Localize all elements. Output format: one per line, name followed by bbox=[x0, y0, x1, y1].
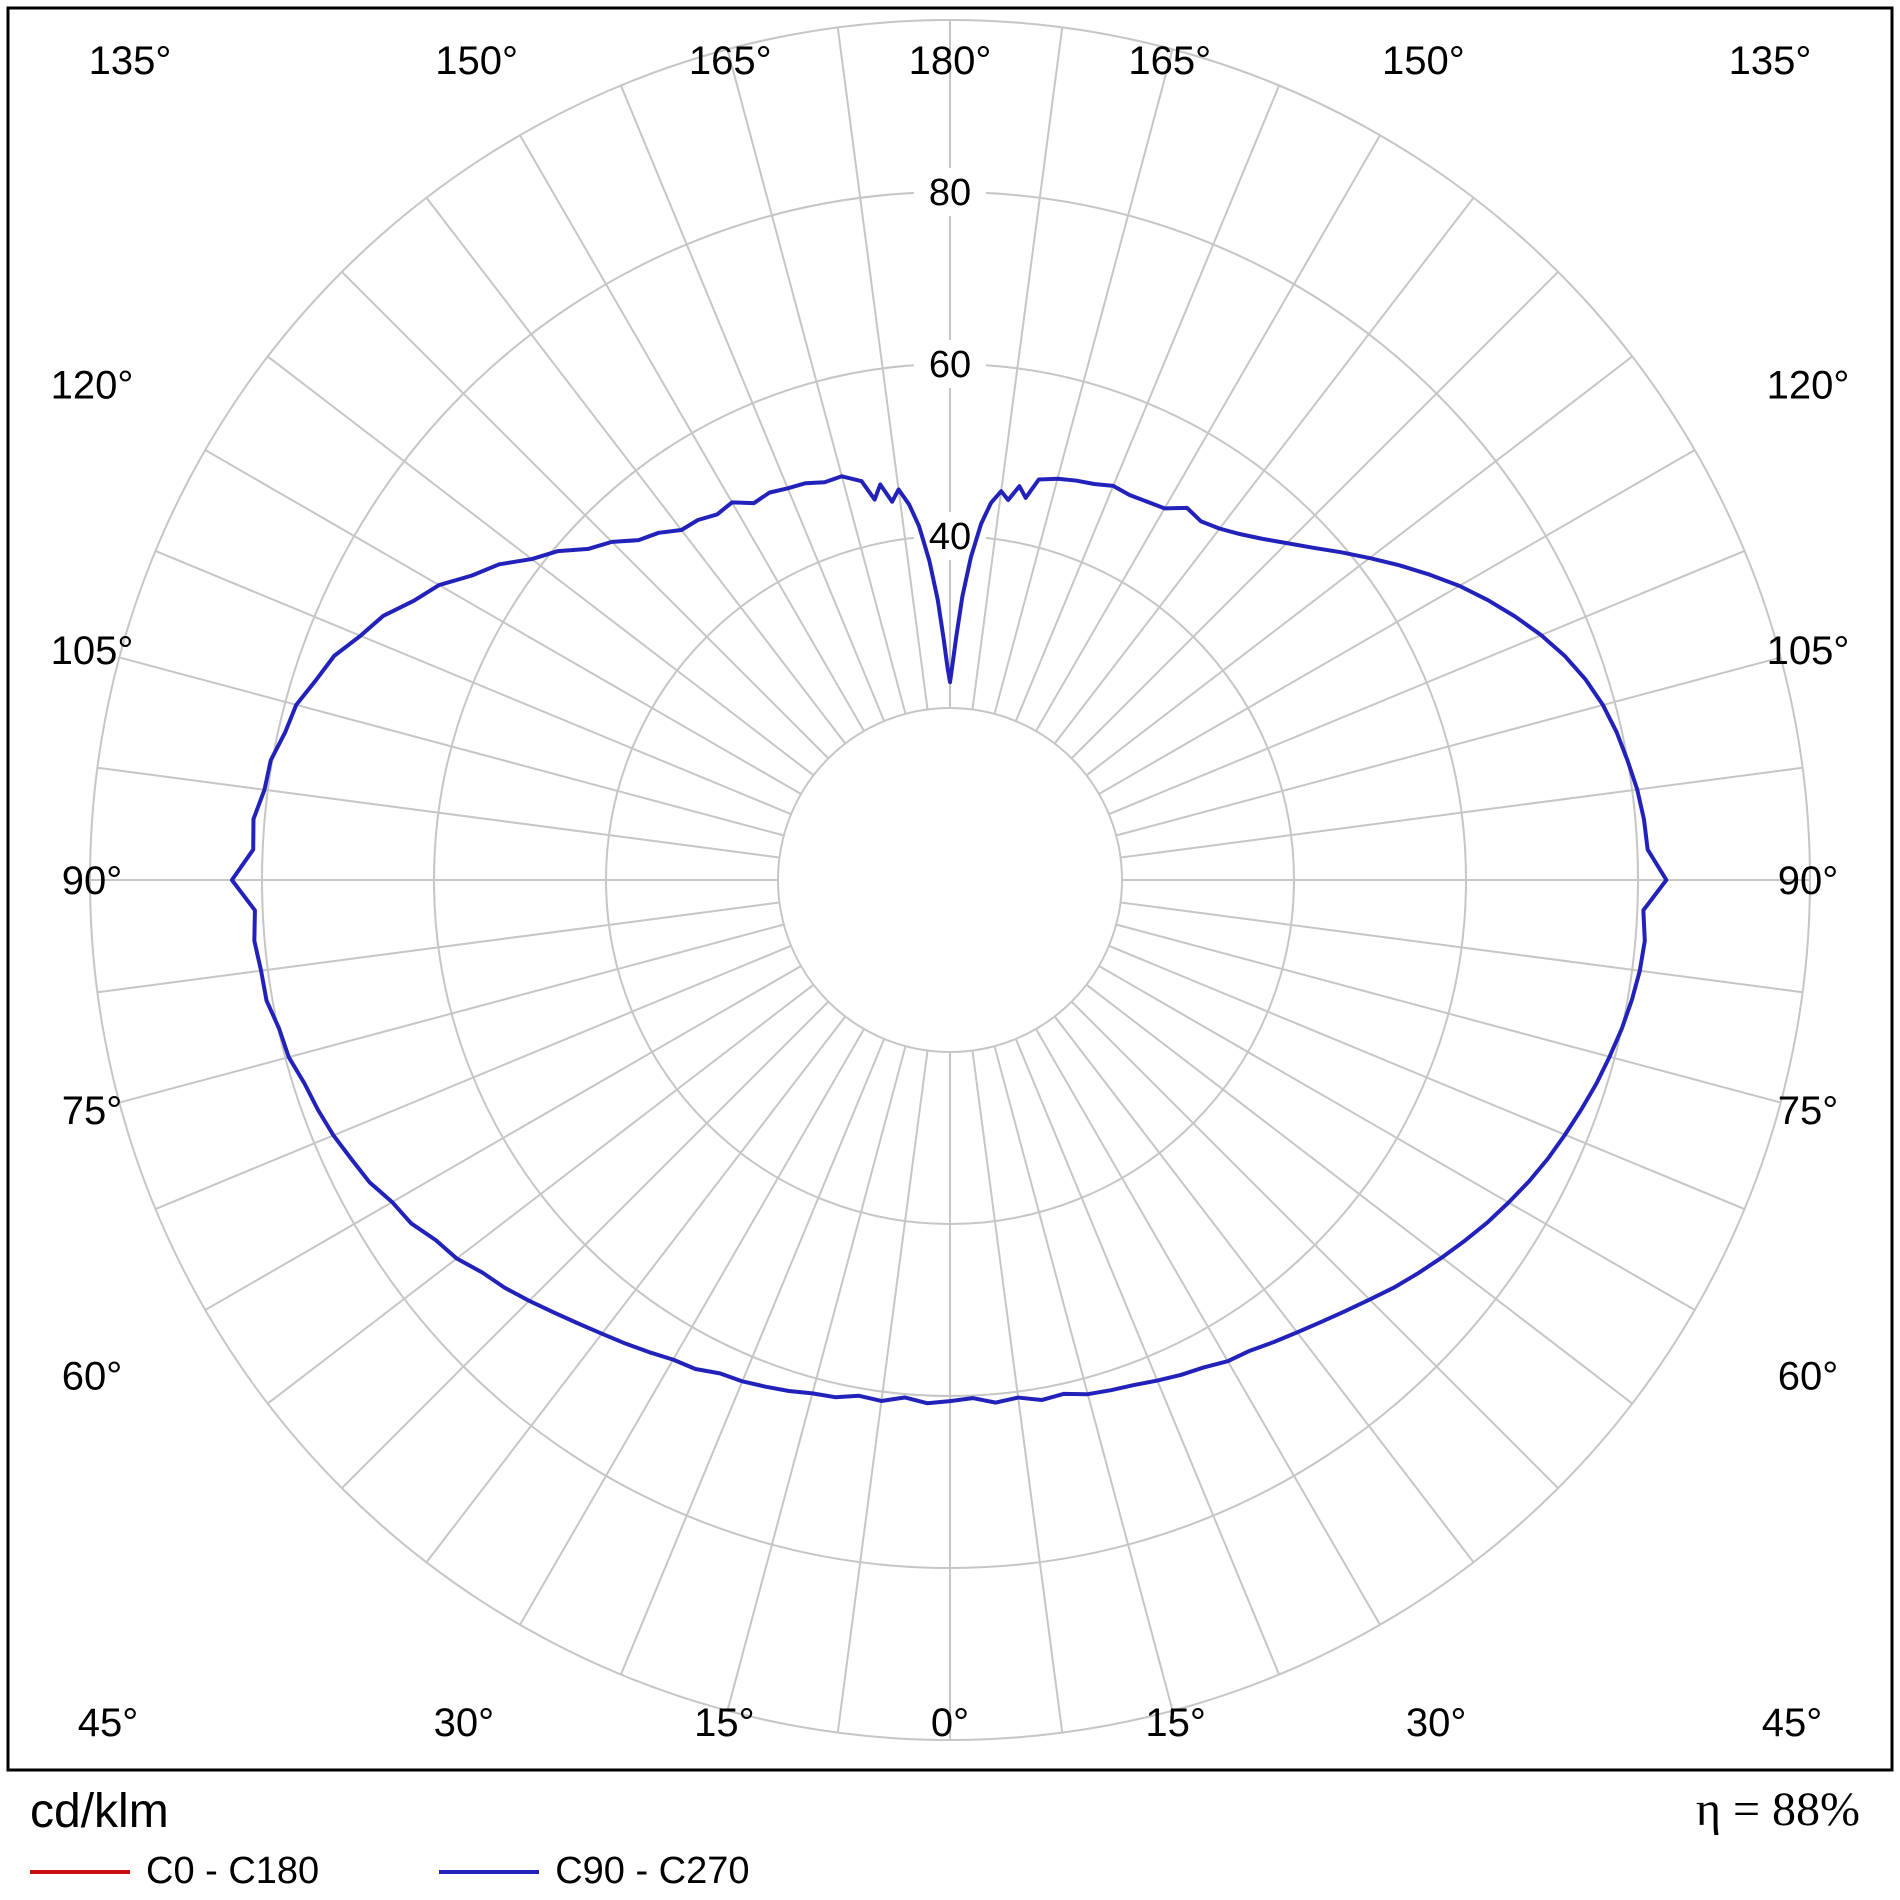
angle-label: 135° bbox=[1729, 39, 1812, 83]
angle-label: 75° bbox=[1778, 1089, 1839, 1133]
angle-label: 120° bbox=[51, 364, 134, 408]
radial-tick-backing bbox=[914, 340, 986, 388]
angle-label: 45° bbox=[1762, 1701, 1823, 1745]
efficiency-value: η = 88% bbox=[1695, 1783, 1860, 1836]
legend-label-c90-c270: C90 - C270 bbox=[555, 1850, 750, 1892]
legend-label-c0-c180: C0 - C180 bbox=[146, 1850, 320, 1892]
footer: cd/klm η = 88% C0 - C180 C90 - C270 bbox=[0, 1778, 1900, 1900]
angle-label: 30° bbox=[1406, 1701, 1467, 1745]
angle-labels: 0° 15° 15° 30° 30° 45° 45° 60° 60° 75° 75° 90° 90° 10… bbox=[51, 39, 1850, 1745]
angle-label: 150° bbox=[435, 39, 518, 83]
unit-label: cd/klm bbox=[30, 1785, 169, 1838]
angle-label: 15° bbox=[1145, 1701, 1206, 1745]
angle-label: 45° bbox=[78, 1701, 139, 1745]
radial-tick-labels: 40 60 80 bbox=[914, 168, 986, 560]
polar-chart: 0° 15° 15° 30° 30° 45° 45° 60° 60° 75° 75° 90° 90° 10… bbox=[6, 6, 1894, 1772]
angle-label: 0° bbox=[931, 1701, 969, 1745]
angle-label: 90° bbox=[1778, 859, 1839, 903]
radial-tick-label: 80 bbox=[929, 172, 971, 214]
angle-label: 30° bbox=[434, 1701, 495, 1745]
grid-ring bbox=[777, 707, 1123, 1053]
legend-swatch-c90-c270 bbox=[439, 1869, 540, 1874]
radial-tick-label: 40 bbox=[929, 516, 971, 558]
angle-label: 75° bbox=[62, 1089, 123, 1133]
angle-label: 60° bbox=[62, 1354, 123, 1398]
grid-ring bbox=[89, 19, 1811, 1741]
angle-label: 180° bbox=[909, 39, 992, 83]
angle-label: 90° bbox=[62, 859, 123, 903]
angle-label: 105° bbox=[1767, 629, 1850, 673]
angle-label: 135° bbox=[89, 39, 172, 83]
legend-swatch-c0-c180 bbox=[30, 1869, 130, 1874]
radial-tick-backing bbox=[914, 168, 986, 216]
angle-label: 60° bbox=[1778, 1354, 1839, 1398]
legend: C0 - C180 C90 - C270 bbox=[30, 1850, 750, 1893]
angle-label: 165° bbox=[689, 39, 772, 83]
angle-label: 105° bbox=[51, 629, 134, 673]
plot-frame bbox=[6, 6, 1894, 1772]
angle-label: 150° bbox=[1382, 39, 1465, 83]
radial-tick-label: 60 bbox=[929, 344, 971, 386]
angle-label: 165° bbox=[1128, 39, 1211, 83]
polar-grid bbox=[89, 19, 1811, 1741]
angle-label: 15° bbox=[694, 1701, 755, 1745]
angle-label: 120° bbox=[1767, 364, 1850, 408]
series-curve-c90-c270 bbox=[229, 474, 1669, 1406]
